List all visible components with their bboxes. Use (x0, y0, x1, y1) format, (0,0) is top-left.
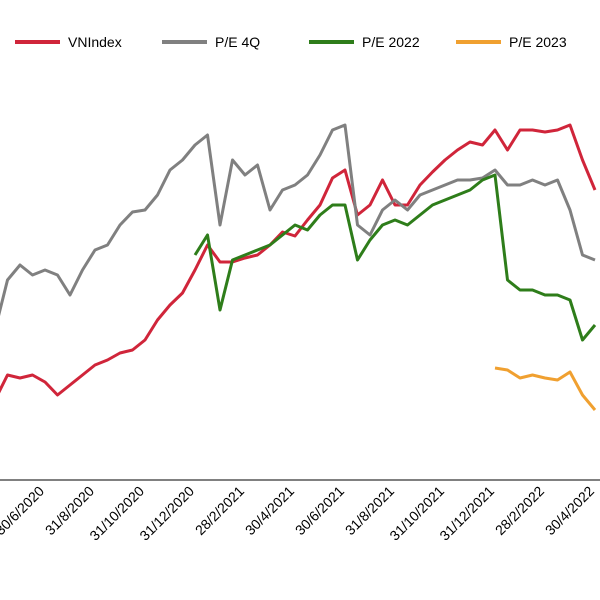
x-tick-label: 31/12/2020 (136, 483, 197, 544)
x-tick-label: 30/4/2021 (242, 483, 298, 539)
series-line (494, 366, 597, 411)
legend-label: P/E 4Q (215, 34, 260, 50)
x-tick-label: 30/6/2020 (0, 483, 47, 539)
x-tick-label: 31/12/2021 (436, 483, 497, 544)
series-line (0, 123, 597, 397)
x-tick-label: 28/2/2022 (492, 483, 548, 539)
x-tick-label: 30/6/2021 (292, 483, 348, 539)
series-line (0, 123, 596, 317)
legend-label: VNIndex (68, 34, 122, 50)
legend-label: P/E 2022 (362, 34, 420, 50)
series-line (193, 173, 597, 342)
x-tick-label: 30/4/2022 (542, 483, 598, 539)
x-tick-label: 28/2/2021 (192, 483, 248, 539)
legend-label: P/E 2023 (509, 34, 567, 50)
